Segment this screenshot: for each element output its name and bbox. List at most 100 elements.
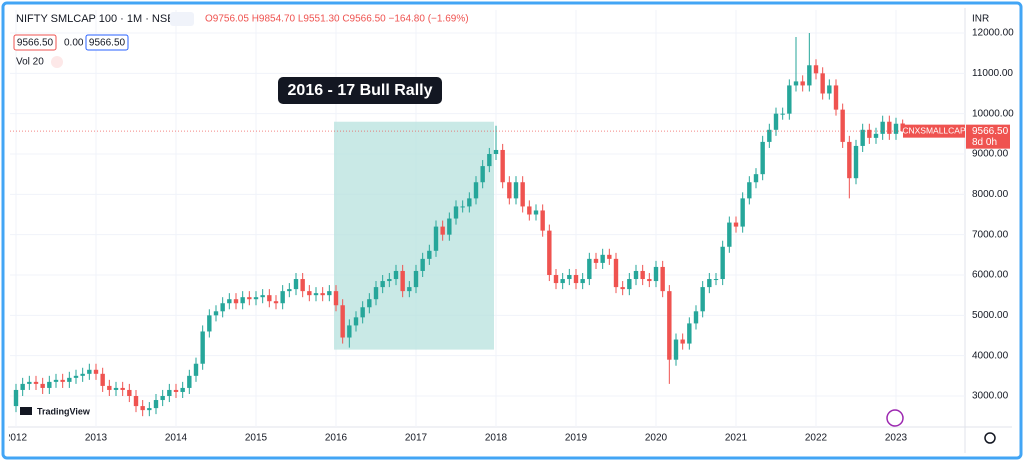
candle-body [427, 250, 432, 259]
annotation-box [278, 77, 442, 104]
warning-icon[interactable] [51, 56, 63, 68]
candle-body [800, 81, 805, 86]
y-tick-label: 12000.00 [972, 28, 1014, 39]
candle-body [153, 400, 159, 409]
input-box[interactable] [13, 34, 57, 51]
logo: TradingView [20, 406, 91, 416]
input-value: 9566.50 [17, 38, 54, 49]
candle-body [60, 379, 65, 382]
candle-body [807, 65, 812, 86]
candle-body [687, 323, 692, 344]
candle-body [553, 275, 559, 284]
candle-body [53, 379, 59, 382]
candle-body [133, 396, 139, 407]
candle-body [607, 254, 612, 259]
candle-body [540, 210, 545, 231]
candle-body [300, 279, 305, 292]
candle-body [127, 389, 132, 396]
candle-body [727, 222, 732, 247]
x-tick-label: 2019 [565, 433, 588, 444]
y-tick-label: 8000.00 [972, 189, 1009, 200]
candle-body [593, 258, 599, 263]
input-box[interactable] [85, 34, 129, 51]
candle-body [467, 198, 472, 207]
candle-body [773, 113, 779, 130]
candle-body [407, 287, 412, 292]
candle-body [440, 226, 445, 235]
candle-body [533, 210, 539, 215]
candle-body [780, 113, 785, 115]
candle-body [80, 373, 85, 376]
candle-body [87, 369, 92, 374]
candle-body [113, 387, 119, 390]
candle-body [753, 174, 759, 183]
candle-body [273, 301, 279, 304]
candle-body [793, 81, 799, 86]
candle-body [193, 363, 199, 376]
candle-body [473, 182, 479, 199]
y-tick-label: 5000.00 [972, 310, 1009, 321]
candle-body [280, 291, 285, 304]
candle-body [20, 383, 25, 390]
candle-body [500, 149, 505, 183]
candle-body [640, 270, 645, 280]
price-tag [966, 124, 1010, 149]
candle-body [347, 325, 352, 338]
candle-body [40, 383, 45, 388]
candle-body [867, 129, 872, 138]
y-tick-label: 6000.00 [972, 270, 1009, 281]
candle-body [887, 121, 892, 134]
icon[interactable] [170, 12, 194, 26]
events-icon[interactable] [886, 409, 904, 427]
candle-body [653, 266, 659, 282]
candle-body [33, 381, 39, 384]
candle-body [680, 339, 685, 344]
candle-body [853, 145, 859, 179]
candle-body [367, 299, 372, 308]
input-value: 9566.50 [89, 38, 126, 49]
candle-body [520, 182, 525, 207]
candle-body [360, 307, 365, 318]
candle-body [200, 331, 205, 364]
candle-body [460, 206, 465, 208]
candle-body [160, 396, 165, 401]
candle-body [393, 270, 399, 280]
y-tick-label: 3000.00 [972, 391, 1009, 402]
candle-body [140, 406, 145, 411]
candle-body [287, 289, 292, 292]
candle-body [240, 297, 245, 304]
candle-body [667, 291, 672, 360]
candle-body [167, 389, 172, 396]
candle-body [673, 339, 679, 360]
frame-edge [1, 428, 5, 448]
candle-body [93, 369, 99, 374]
candle-body [700, 287, 705, 312]
currency: INR [972, 14, 989, 25]
candle-body [253, 297, 259, 300]
x-tick-label: 2015 [245, 433, 268, 444]
x-tick-label: 2021 [725, 433, 748, 444]
candle-body [247, 297, 252, 300]
candle-body [413, 270, 419, 288]
candle-body [833, 85, 839, 110]
candle-body [307, 291, 312, 296]
y-tick-label: 10000.00 [972, 108, 1014, 119]
x-tick-label: 2013 [85, 433, 108, 444]
candle-body [860, 129, 865, 146]
symbol-label: CNXSMALLCAP [902, 125, 966, 135]
ohlc-label: O9756.05 H9854.70 L9551.30 C9566.50 −164… [205, 14, 469, 25]
countdown: 8d 0h [972, 137, 997, 148]
candle-body [647, 279, 652, 282]
x-tick-label: 2022 [805, 433, 828, 444]
candle-body [733, 222, 739, 227]
candle-body [787, 85, 792, 114]
candle-body [560, 279, 565, 284]
candle-body [213, 311, 219, 316]
candle-body [693, 311, 699, 324]
settings-icon[interactable] [984, 432, 996, 444]
candle-body [220, 303, 225, 312]
candle-body [260, 295, 265, 298]
candle-body [187, 375, 192, 388]
